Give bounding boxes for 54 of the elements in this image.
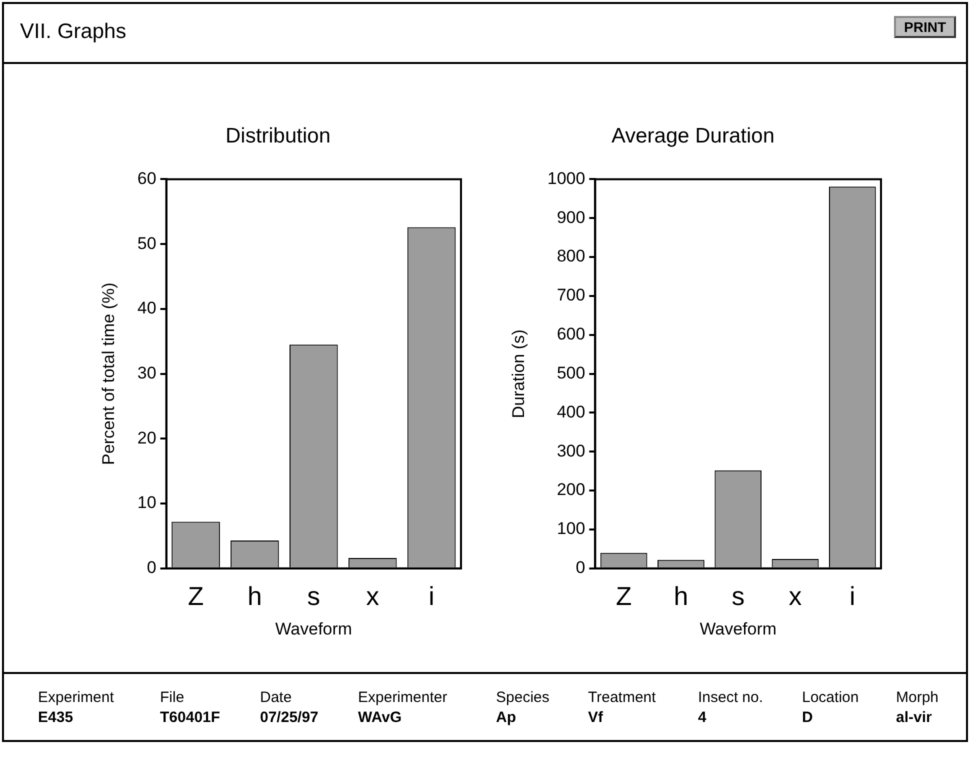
text: Morph (896, 689, 939, 706)
text: 07/25/97 (260, 708, 318, 728)
y-tick-label: 30 (137, 363, 156, 382)
y-tick-label: 40 (137, 298, 156, 318)
x-tick-label: Z (188, 581, 204, 612)
y-tick-label: 200 (556, 480, 586, 500)
text: File (160, 689, 184, 706)
text: Vf (588, 708, 604, 728)
y-axis-title: Percent of total time (%) (98, 282, 118, 465)
y-tick-label: 10 (137, 493, 156, 512)
y-tick-label: 20 (137, 428, 156, 448)
y-tick-label: 800 (556, 246, 586, 266)
y-tick-label: 50 (137, 234, 156, 253)
x-tick-label: i (850, 581, 856, 612)
text: Experimenter (358, 689, 448, 706)
text: E435 (38, 708, 74, 728)
y-tick-label: 0 (576, 558, 586, 578)
text: Experiment (38, 689, 114, 706)
text: Ap (496, 708, 517, 728)
x-tick-label: s (307, 581, 320, 612)
y-axis-title: Duration (s) (508, 329, 528, 418)
x-tick-label: x (366, 581, 380, 612)
y-tick-label: 400 (556, 402, 586, 422)
x-axis-title: Waveform (275, 619, 352, 638)
chart-title: Average Duration (611, 124, 775, 148)
x-tick-label: x (788, 581, 802, 612)
text: Treatment (588, 689, 656, 706)
y-tick-label: 60 (137, 168, 156, 188)
x-tick-label: Z (616, 581, 632, 612)
text: VII. Graphs (20, 20, 126, 44)
y-tick-label: 900 (556, 208, 586, 227)
y-tick-label: 100 (556, 519, 586, 538)
y-tick-label: 600 (556, 324, 586, 344)
text: T60401F (160, 708, 220, 728)
x-tick-label: h (247, 581, 262, 612)
text: 4 (698, 708, 708, 728)
x-tick-label: i (428, 581, 434, 612)
text: D (802, 708, 814, 728)
x-axis-title: Waveform (700, 619, 777, 638)
x-tick-label: h (674, 581, 688, 612)
y-tick-label: 0 (146, 558, 156, 578)
y-tick-label: 700 (556, 286, 586, 305)
y-tick-label: 1000 (547, 168, 586, 188)
text: Insect no. (698, 689, 764, 706)
y-tick-label: 500 (556, 363, 586, 382)
text: PRINT (894, 16, 956, 38)
y-tick-label: 300 (556, 441, 586, 460)
x-tick-label: s (732, 581, 745, 612)
text: WAvG (358, 708, 403, 728)
text: Species (496, 689, 550, 706)
text: Location (802, 689, 859, 706)
text: al-vir (896, 708, 933, 728)
chart-title: Distribution (225, 124, 331, 148)
text: Date (260, 689, 292, 706)
